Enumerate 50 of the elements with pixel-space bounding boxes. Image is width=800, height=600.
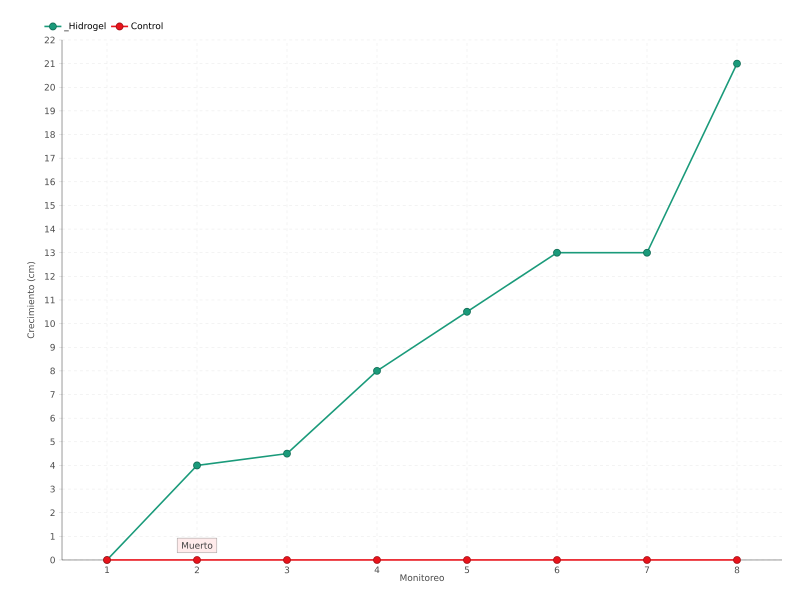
y-tick-label: 6 — [50, 414, 55, 422]
point — [193, 556, 201, 564]
x-tick-label: 4 — [374, 566, 380, 574]
y-tick-label: 3 — [50, 486, 55, 492]
y-tick-label: 8 — [50, 368, 55, 374]
point — [463, 308, 471, 316]
y-axis-title: Crecimiento (cm) — [27, 262, 36, 338]
y-tick-label: 0 — [50, 556, 55, 564]
point — [733, 556, 741, 564]
point — [283, 556, 291, 564]
x-tick-label: 2 — [194, 566, 199, 574]
x-tick-label: 1 — [105, 566, 110, 574]
y-tick-label: 17 — [45, 154, 55, 162]
y-tick-label: 10 — [45, 320, 55, 328]
x-tick-label: 8 — [734, 566, 740, 574]
y-tick-label: 1 — [50, 533, 55, 540]
y-tick-label: 16 — [45, 178, 55, 186]
point — [643, 248, 651, 257]
y-tick-label: 2 — [50, 509, 55, 516]
x-tick-label: 7 — [644, 566, 650, 574]
y-tick-label: 15 — [45, 202, 55, 209]
point — [733, 60, 741, 68]
legend-label: Control — [131, 22, 162, 30]
y-tick-label: 11 — [45, 296, 55, 304]
y-tick-label: 22 — [44, 36, 55, 44]
legend-label: _Hidrogel — [64, 22, 106, 32]
y-tick-label: 13 — [45, 249, 55, 256]
x-tick-label: 5 — [464, 566, 470, 574]
point — [373, 366, 381, 375]
y-tick-label: 19 — [45, 108, 55, 114]
point — [193, 462, 201, 470]
y-tick-label: 12 — [45, 273, 55, 280]
x-axis-title: Monitoreo — [400, 574, 444, 582]
y-tick-label: 9 — [50, 344, 55, 351]
point — [463, 556, 471, 564]
y-tick-label: 7 — [50, 391, 55, 398]
y-tick-label: 14 — [45, 226, 55, 232]
point — [373, 556, 381, 564]
y-tick-label: 21 — [44, 60, 55, 67]
annotation: Muerto — [182, 542, 212, 549]
x-tick-label: 3 — [284, 566, 290, 574]
x-tick-label: 6 — [554, 566, 560, 574]
y-tick-label: 4 — [50, 462, 55, 469]
y-tick-label: 5 — [50, 438, 55, 446]
y-tick-label: 18 — [45, 131, 55, 138]
point — [553, 248, 561, 257]
point — [553, 556, 561, 564]
point — [643, 556, 651, 564]
y-tick-label: 20 — [44, 84, 55, 91]
point — [283, 450, 291, 458]
